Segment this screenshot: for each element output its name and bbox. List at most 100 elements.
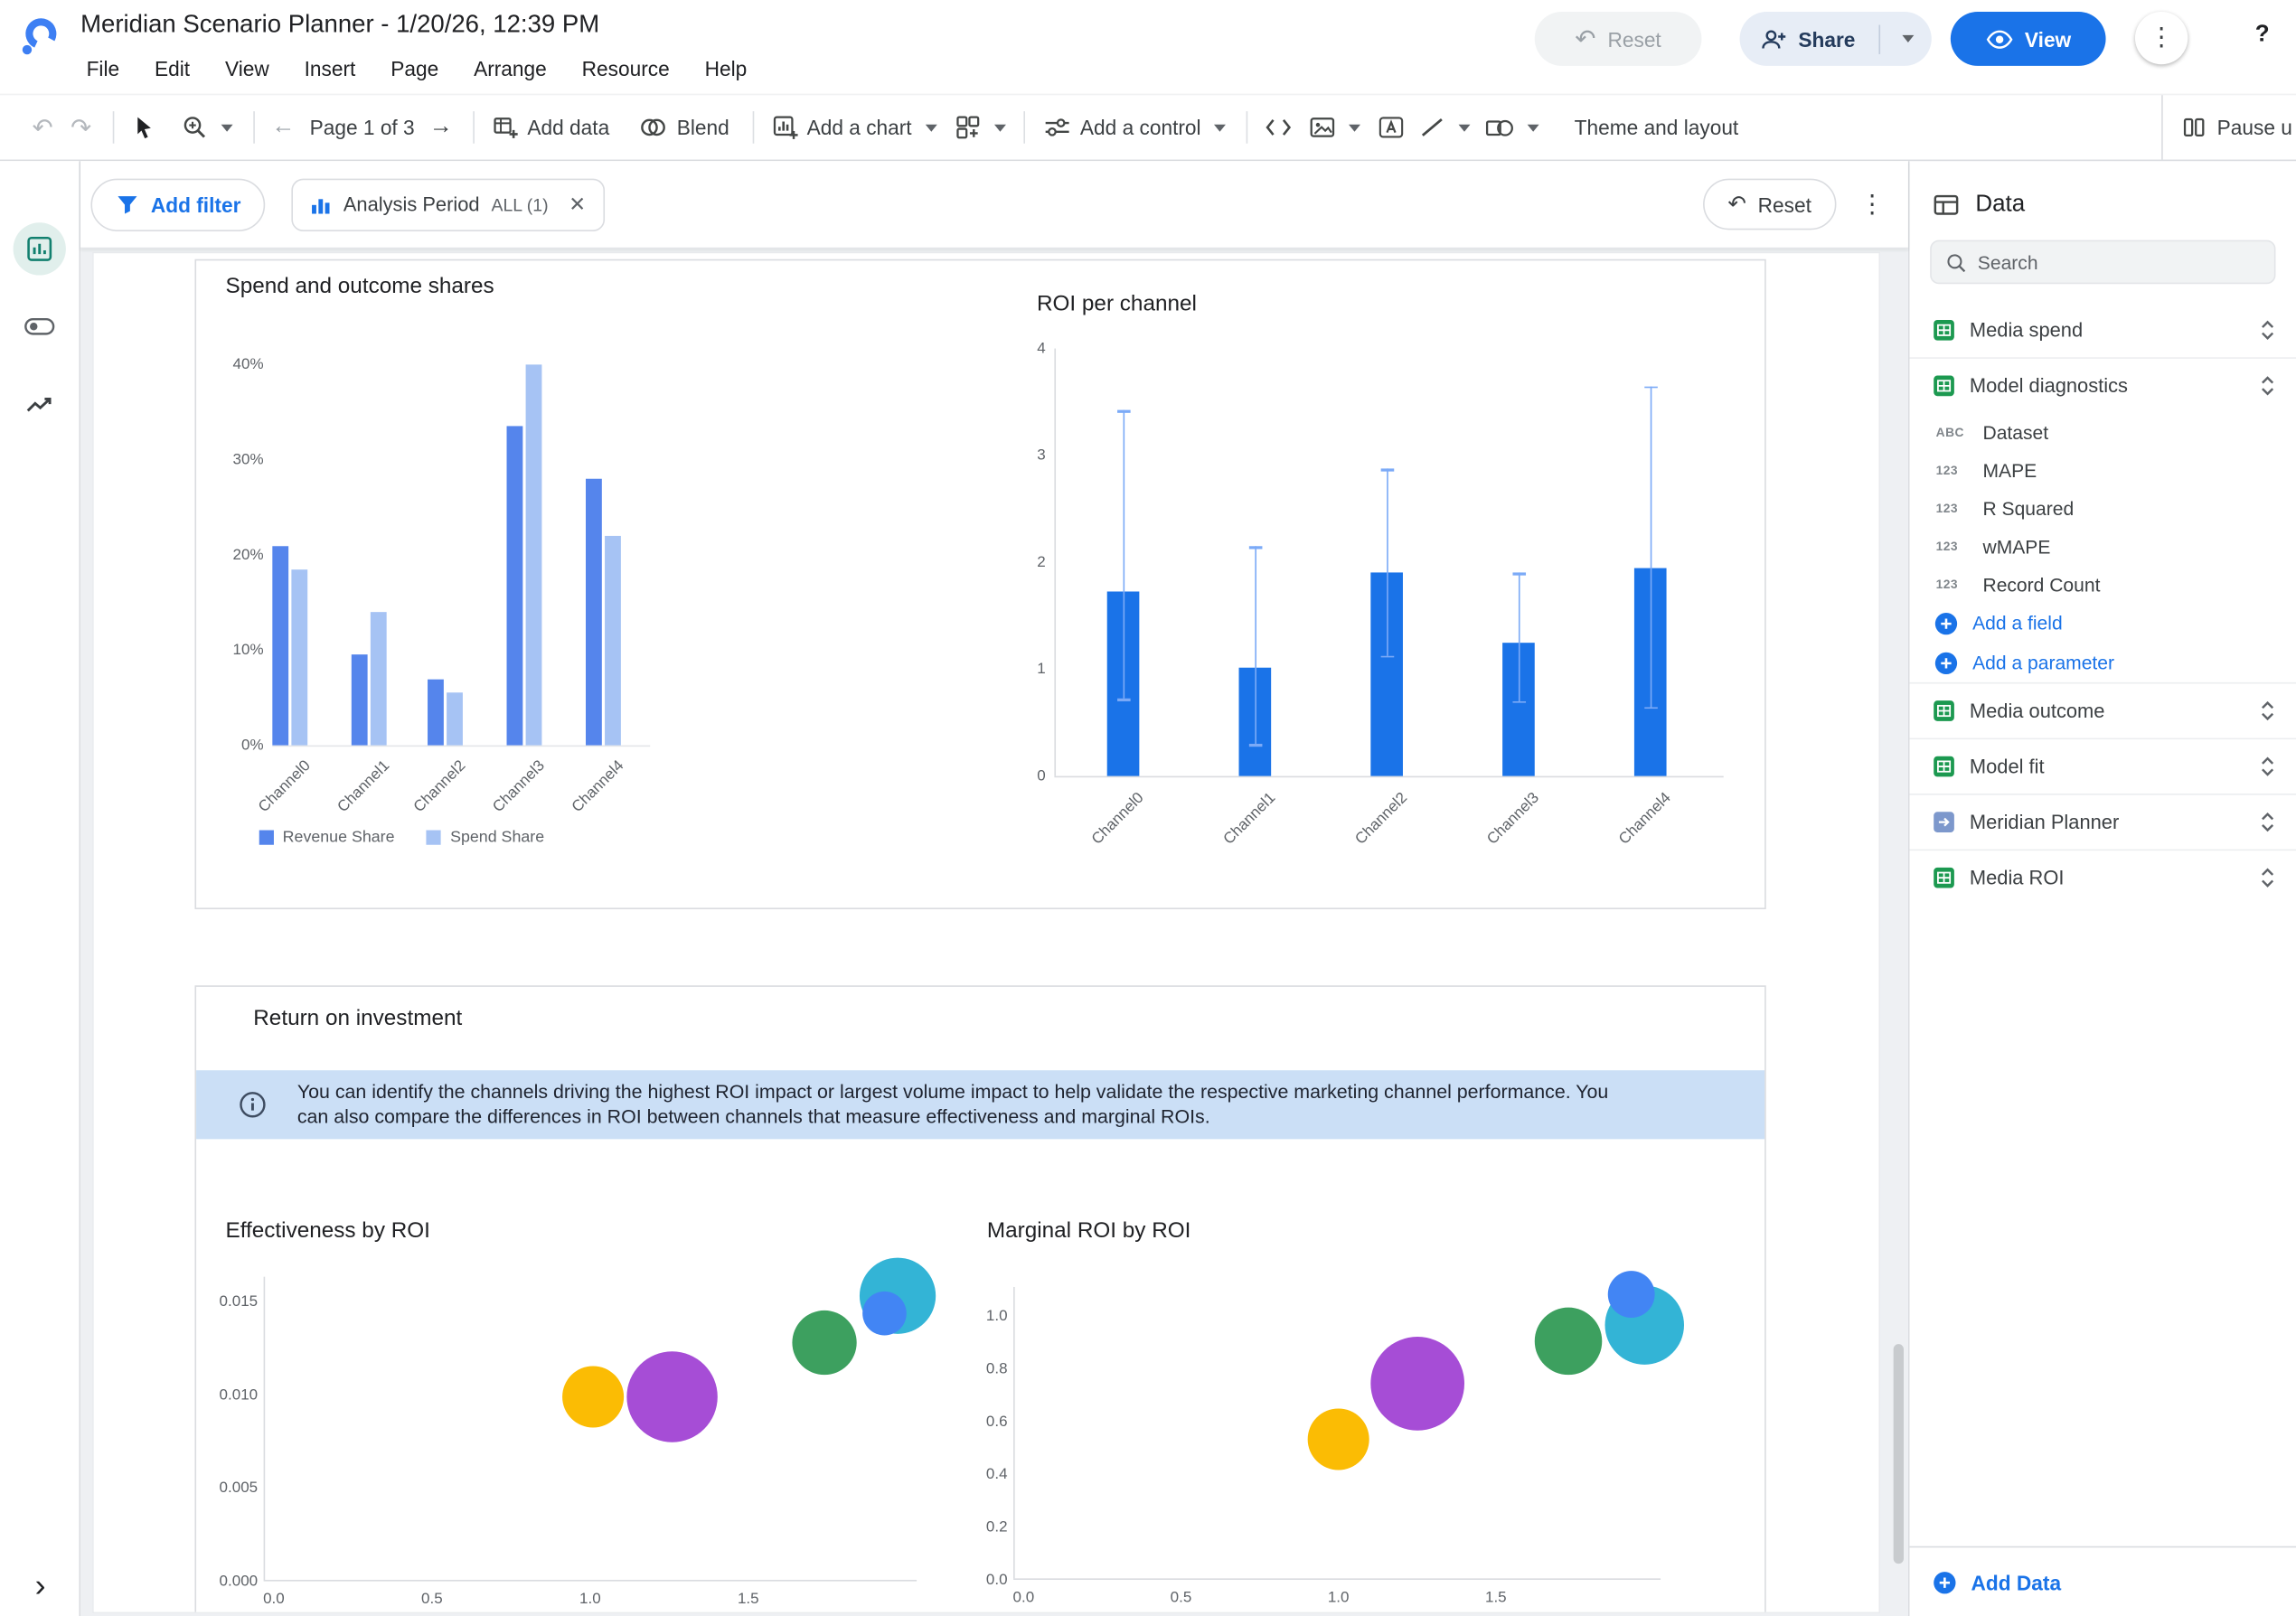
view-button[interactable]: View [1950, 11, 2106, 66]
blend-button[interactable]: Blend [639, 116, 729, 139]
more-options-button[interactable]: ⋮ [2134, 11, 2188, 65]
bubble[interactable] [792, 1311, 857, 1376]
add-control-label: Add a control [1079, 115, 1201, 139]
image-tool[interactable] [1309, 116, 1361, 139]
data-source-model-fit[interactable]: Model fit [1909, 738, 2296, 794]
menu-insert[interactable]: Insert [304, 57, 356, 81]
bar-revenue-channel2[interactable] [428, 678, 444, 746]
roi-per-channel-chart[interactable]: 0 1 2 3 4 Channel0 Channel1 Channel2 Channel3 Cha… [196, 260, 1764, 907]
bar-revenue-channel1[interactable] [351, 654, 368, 746]
remove-filter-icon[interactable]: ✕ [569, 192, 587, 216]
report-canvas[interactable]: Spend and outcome shares ROI per channel… [80, 249, 1908, 1616]
search-input[interactable] [1977, 250, 2260, 274]
roi-section-card[interactable]: Return on investment You can identify th… [194, 985, 1766, 1612]
menu-file[interactable]: File [86, 57, 120, 81]
data-source-media-roi[interactable]: Media ROI [1909, 849, 2296, 906]
search-box[interactable] [1930, 240, 2276, 285]
controls-toggle-icon[interactable] [14, 300, 66, 352]
zoom-tool[interactable] [181, 114, 232, 140]
chart-title: ROI per channel [1036, 291, 1197, 316]
page-indicator[interactable]: Page 1 of 3 [309, 115, 415, 139]
data-source-meridian-planner[interactable]: Meridian Planner [1909, 794, 2296, 850]
y-tick-label: 0.4 [985, 1465, 1008, 1484]
bubble[interactable] [1607, 1270, 1655, 1318]
previous-page-icon[interactable]: ← [271, 114, 296, 139]
unfold-fields-icon[interactable] [2260, 756, 2276, 777]
unfold-fields-icon[interactable] [2260, 318, 2276, 340]
shape-tool[interactable] [1485, 116, 1539, 139]
field-record-count[interactable]: 123 Record Count [1909, 565, 2296, 603]
add-data-button[interactable]: Add data [493, 114, 609, 140]
community-visualizations-button[interactable] [955, 114, 1006, 140]
chart-card-shares[interactable]: Spend and outcome shares ROI per channel… [194, 258, 1766, 910]
filter-reset-button[interactable]: ↶ Reset [1702, 178, 1837, 230]
reset-button[interactable]: ↶ Reset [1534, 11, 1702, 66]
add-chart-label: Add a chart [806, 115, 912, 139]
add-control-button[interactable]: Add a control [1042, 115, 1227, 139]
redo-icon[interactable]: ↷ [71, 113, 92, 142]
bar-spend-channel1[interactable] [370, 612, 387, 746]
x-tick-label: Channel1 [1219, 789, 1280, 849]
add-filter-button[interactable]: Add filter [90, 177, 266, 231]
field-mape[interactable]: 123 MAPE [1909, 451, 2296, 489]
add-data-footer-button[interactable]: Add Data [1909, 1546, 2296, 1616]
bubble[interactable] [562, 1366, 625, 1428]
field-dataset[interactable]: ABC Dataset [1909, 413, 2296, 451]
data-source-media-outcome[interactable]: Media outcome [1909, 681, 2296, 738]
text-tool-icon[interactable] [1379, 116, 1405, 139]
bubble[interactable] [1307, 1407, 1369, 1470]
unfold-fields-icon[interactable] [2260, 700, 2276, 721]
share-button[interactable]: Share [1739, 11, 1932, 66]
add-chart-button[interactable]: Add a chart [772, 114, 937, 140]
menu-help[interactable]: Help [704, 57, 748, 81]
shape-icon [1486, 119, 1514, 136]
field-r-squared[interactable]: 123 R Squared [1909, 489, 2296, 527]
select-tool-icon[interactable] [131, 114, 155, 140]
bar-revenue-channel0[interactable] [272, 545, 289, 746]
report-pages-icon[interactable] [13, 222, 66, 276]
effectiveness-roi-chart[interactable]: 0.000 0.005 0.010 0.015 0.0 0.5 1.0 1.5 [196, 987, 1764, 1612]
expand-rail-button[interactable]: › [34, 1566, 46, 1603]
line-tool[interactable] [1419, 116, 1471, 139]
menu-view[interactable]: View [224, 57, 269, 81]
embed-code-icon[interactable] [1266, 117, 1292, 138]
panel-action-add-a-parameter[interactable]: Add a parameter [1909, 643, 2296, 682]
next-page-icon[interactable]: → [428, 114, 453, 139]
analysis-period-filter-chip[interactable]: Analysis Period ALL (1) ✕ [292, 177, 606, 231]
unfold-fields-icon[interactable] [2260, 811, 2276, 832]
report-page[interactable]: Spend and outcome shares ROI per channel… [92, 251, 1881, 1614]
bubble[interactable] [1534, 1307, 1603, 1376]
bar-spend-channel2[interactable] [447, 692, 463, 746]
bar-spend-channel4[interactable] [605, 535, 621, 746]
help-icon[interactable]: ? [2254, 22, 2270, 47]
bar-spend-channel0[interactable] [291, 568, 308, 746]
menu-page[interactable]: Page [391, 57, 439, 81]
marginal-roi-chart[interactable]: 0.0 0.2 0.4 0.6 0.8 1.0 0.0 0.5 1.0 1.5 [196, 987, 1764, 1612]
filter-bar-menu-icon[interactable]: ⋮ [1859, 189, 1885, 218]
menu-resource[interactable]: Resource [581, 57, 670, 81]
data-source-media-spend[interactable]: Media spend [1909, 302, 2296, 358]
bar-revenue-channel4[interactable] [586, 478, 602, 746]
field-wmape[interactable]: 123 wMAPE [1909, 527, 2296, 565]
bubble[interactable] [626, 1351, 719, 1443]
share-dropdown-icon[interactable] [1902, 34, 1915, 42]
theme-layout-button[interactable]: Theme and layout [1574, 115, 1739, 139]
panel-action-add-a-field[interactable]: Add a field [1909, 603, 2296, 643]
share-label: Share [1798, 26, 1856, 51]
data-source-model-diagnostics[interactable]: Model diagnostics [1909, 357, 2296, 413]
bubble[interactable] [1369, 1336, 1464, 1431]
menu-arrange[interactable]: Arrange [474, 57, 547, 81]
bar-revenue-channel3[interactable] [506, 426, 523, 746]
report-title[interactable]: Meridian Scenario Planner - 1/20/26, 12:… [80, 10, 600, 39]
canvas-scrollbar[interactable] [1893, 1344, 1904, 1564]
axis-line [1013, 1578, 1661, 1580]
insights-trend-icon[interactable] [14, 378, 66, 430]
bar-spend-channel3[interactable] [525, 364, 542, 746]
unfold-fields-icon[interactable] [2260, 375, 2276, 397]
pause-updates-button[interactable]: Pause u [2161, 95, 2296, 160]
undo-icon[interactable]: ↶ [32, 113, 53, 142]
spend-outcome-chart[interactable]: 0% 10% 20% 30% 40% Channel0 Channel1 Channel2 Ch… [196, 260, 1764, 907]
menu-edit[interactable]: Edit [155, 57, 191, 81]
bubble[interactable] [861, 1291, 907, 1336]
unfold-fields-icon[interactable] [2260, 867, 2276, 888]
